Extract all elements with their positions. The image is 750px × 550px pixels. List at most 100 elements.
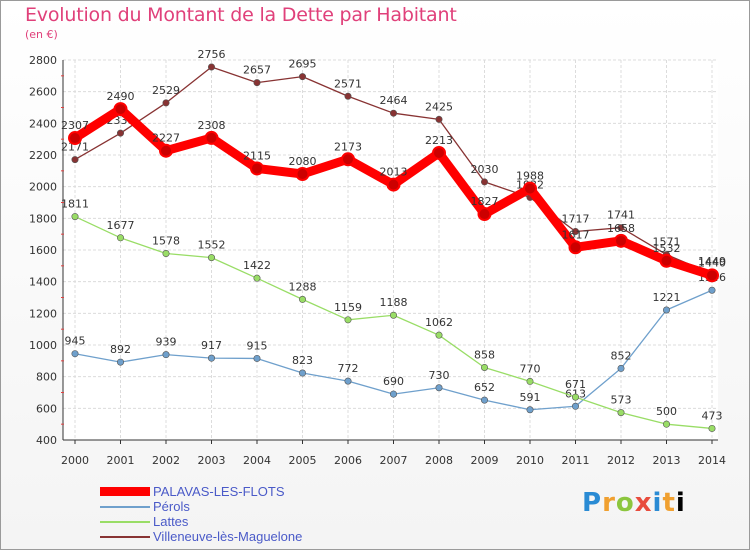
data-label: 1578 <box>152 234 180 247</box>
legend-item: Pérols <box>100 499 400 514</box>
data-label: 945 <box>65 335 86 348</box>
data-label: 1159 <box>334 301 362 314</box>
legend-swatch <box>100 521 150 523</box>
data-label: 2080 <box>289 155 317 168</box>
data-label: 1532 <box>653 242 681 255</box>
x-tick-label: 2010 <box>516 454 544 467</box>
data-label: 2013 <box>380 166 408 179</box>
data-point <box>708 424 716 432</box>
data-point <box>477 207 492 222</box>
y-tick-label: 1400 <box>29 276 57 289</box>
data-point <box>523 181 537 196</box>
data-label: 2307 <box>61 119 89 132</box>
data-label: 1188 <box>380 296 408 309</box>
data-label: 939 <box>156 336 177 349</box>
data-label: 2213 <box>425 134 453 147</box>
data-point <box>526 377 534 385</box>
data-label: 2173 <box>334 140 362 153</box>
data-label: 2529 <box>152 84 180 97</box>
data-label: 1552 <box>198 239 226 252</box>
data-point <box>662 306 670 314</box>
data-point <box>208 63 216 71</box>
y-tick-label: 2000 <box>29 181 57 194</box>
data-label: 2308 <box>198 119 226 132</box>
data-label: 772 <box>338 362 359 375</box>
data-point <box>344 377 352 385</box>
data-label: 2657 <box>243 64 271 77</box>
data-point <box>298 73 306 81</box>
logo-letter: o <box>615 488 635 518</box>
chart-title: Evolution du Montant de la Dette par Hab… <box>25 4 457 26</box>
data-point <box>162 351 170 359</box>
y-tick-label: 1800 <box>29 212 57 225</box>
data-label: 2464 <box>380 94 408 107</box>
proxiti-logo: Proxiti <box>582 488 686 518</box>
data-point <box>159 143 173 158</box>
y-tick-label: 2800 <box>29 54 57 67</box>
data-point <box>389 390 397 398</box>
legend-swatch <box>100 506 150 508</box>
data-label: 1741 <box>607 209 635 222</box>
data-label: 1221 <box>653 291 681 304</box>
y-tick-label: 400 <box>36 434 57 447</box>
x-tick-label: 2014 <box>698 454 726 467</box>
y-tick-label: 800 <box>36 371 57 384</box>
data-point <box>435 384 443 392</box>
data-point <box>253 274 261 282</box>
data-point <box>526 406 534 414</box>
data-point <box>344 92 352 100</box>
data-point <box>480 178 488 186</box>
data-point <box>71 156 79 164</box>
data-label: 1571 <box>653 236 681 249</box>
y-tick-label: 1000 <box>29 339 57 352</box>
data-label: 915 <box>247 339 268 352</box>
data-label: 1677 <box>107 219 135 232</box>
data-label: 1658 <box>607 222 635 235</box>
data-label: 573 <box>611 394 632 407</box>
data-label: 1811 <box>61 198 89 211</box>
logo-letter: t <box>662 488 676 518</box>
legend-label: Lattes <box>153 514 189 529</box>
data-label: 591 <box>520 391 541 404</box>
data-label: 2115 <box>243 149 271 162</box>
data-label: 500 <box>656 405 677 418</box>
data-label: 690 <box>383 375 404 388</box>
data-point <box>208 254 216 262</box>
data-point <box>298 295 306 303</box>
data-point <box>662 420 670 428</box>
x-tick-label: 2007 <box>380 454 408 467</box>
data-point <box>480 363 488 371</box>
x-tick-label: 2012 <box>607 454 635 467</box>
x-tick-label: 2000 <box>61 454 89 467</box>
data-label: 730 <box>429 369 450 382</box>
data-label: 2425 <box>425 100 453 113</box>
legend-item: Lattes <box>100 514 400 529</box>
data-point <box>162 249 170 257</box>
data-point <box>617 224 625 232</box>
legend-label: Pérols <box>153 499 190 514</box>
data-label: 1422 <box>243 259 271 272</box>
data-label: 1449 <box>698 255 726 268</box>
data-point <box>204 130 219 145</box>
data-label: 2171 <box>61 141 89 154</box>
data-label: 1717 <box>562 212 590 225</box>
x-tick-label: 2002 <box>152 454 180 467</box>
data-point <box>571 393 579 401</box>
data-label: 2227 <box>152 132 180 145</box>
data-label: 1827 <box>471 195 499 208</box>
data-label: 1288 <box>289 280 317 293</box>
x-tick-label: 2011 <box>562 454 590 467</box>
data-point <box>708 286 716 294</box>
legend-item: Villeneuve-lès-Maguelone <box>100 529 400 544</box>
data-point <box>389 311 397 319</box>
data-label: 858 <box>474 348 495 361</box>
data-point <box>344 316 352 324</box>
data-label: 1988 <box>516 170 544 183</box>
x-tick-label: 2013 <box>653 454 681 467</box>
data-label: 652 <box>474 381 495 394</box>
data-point <box>68 131 82 146</box>
y-tick-label: 600 <box>36 402 57 415</box>
x-tick-label: 2001 <box>107 454 135 467</box>
data-point <box>208 354 216 362</box>
